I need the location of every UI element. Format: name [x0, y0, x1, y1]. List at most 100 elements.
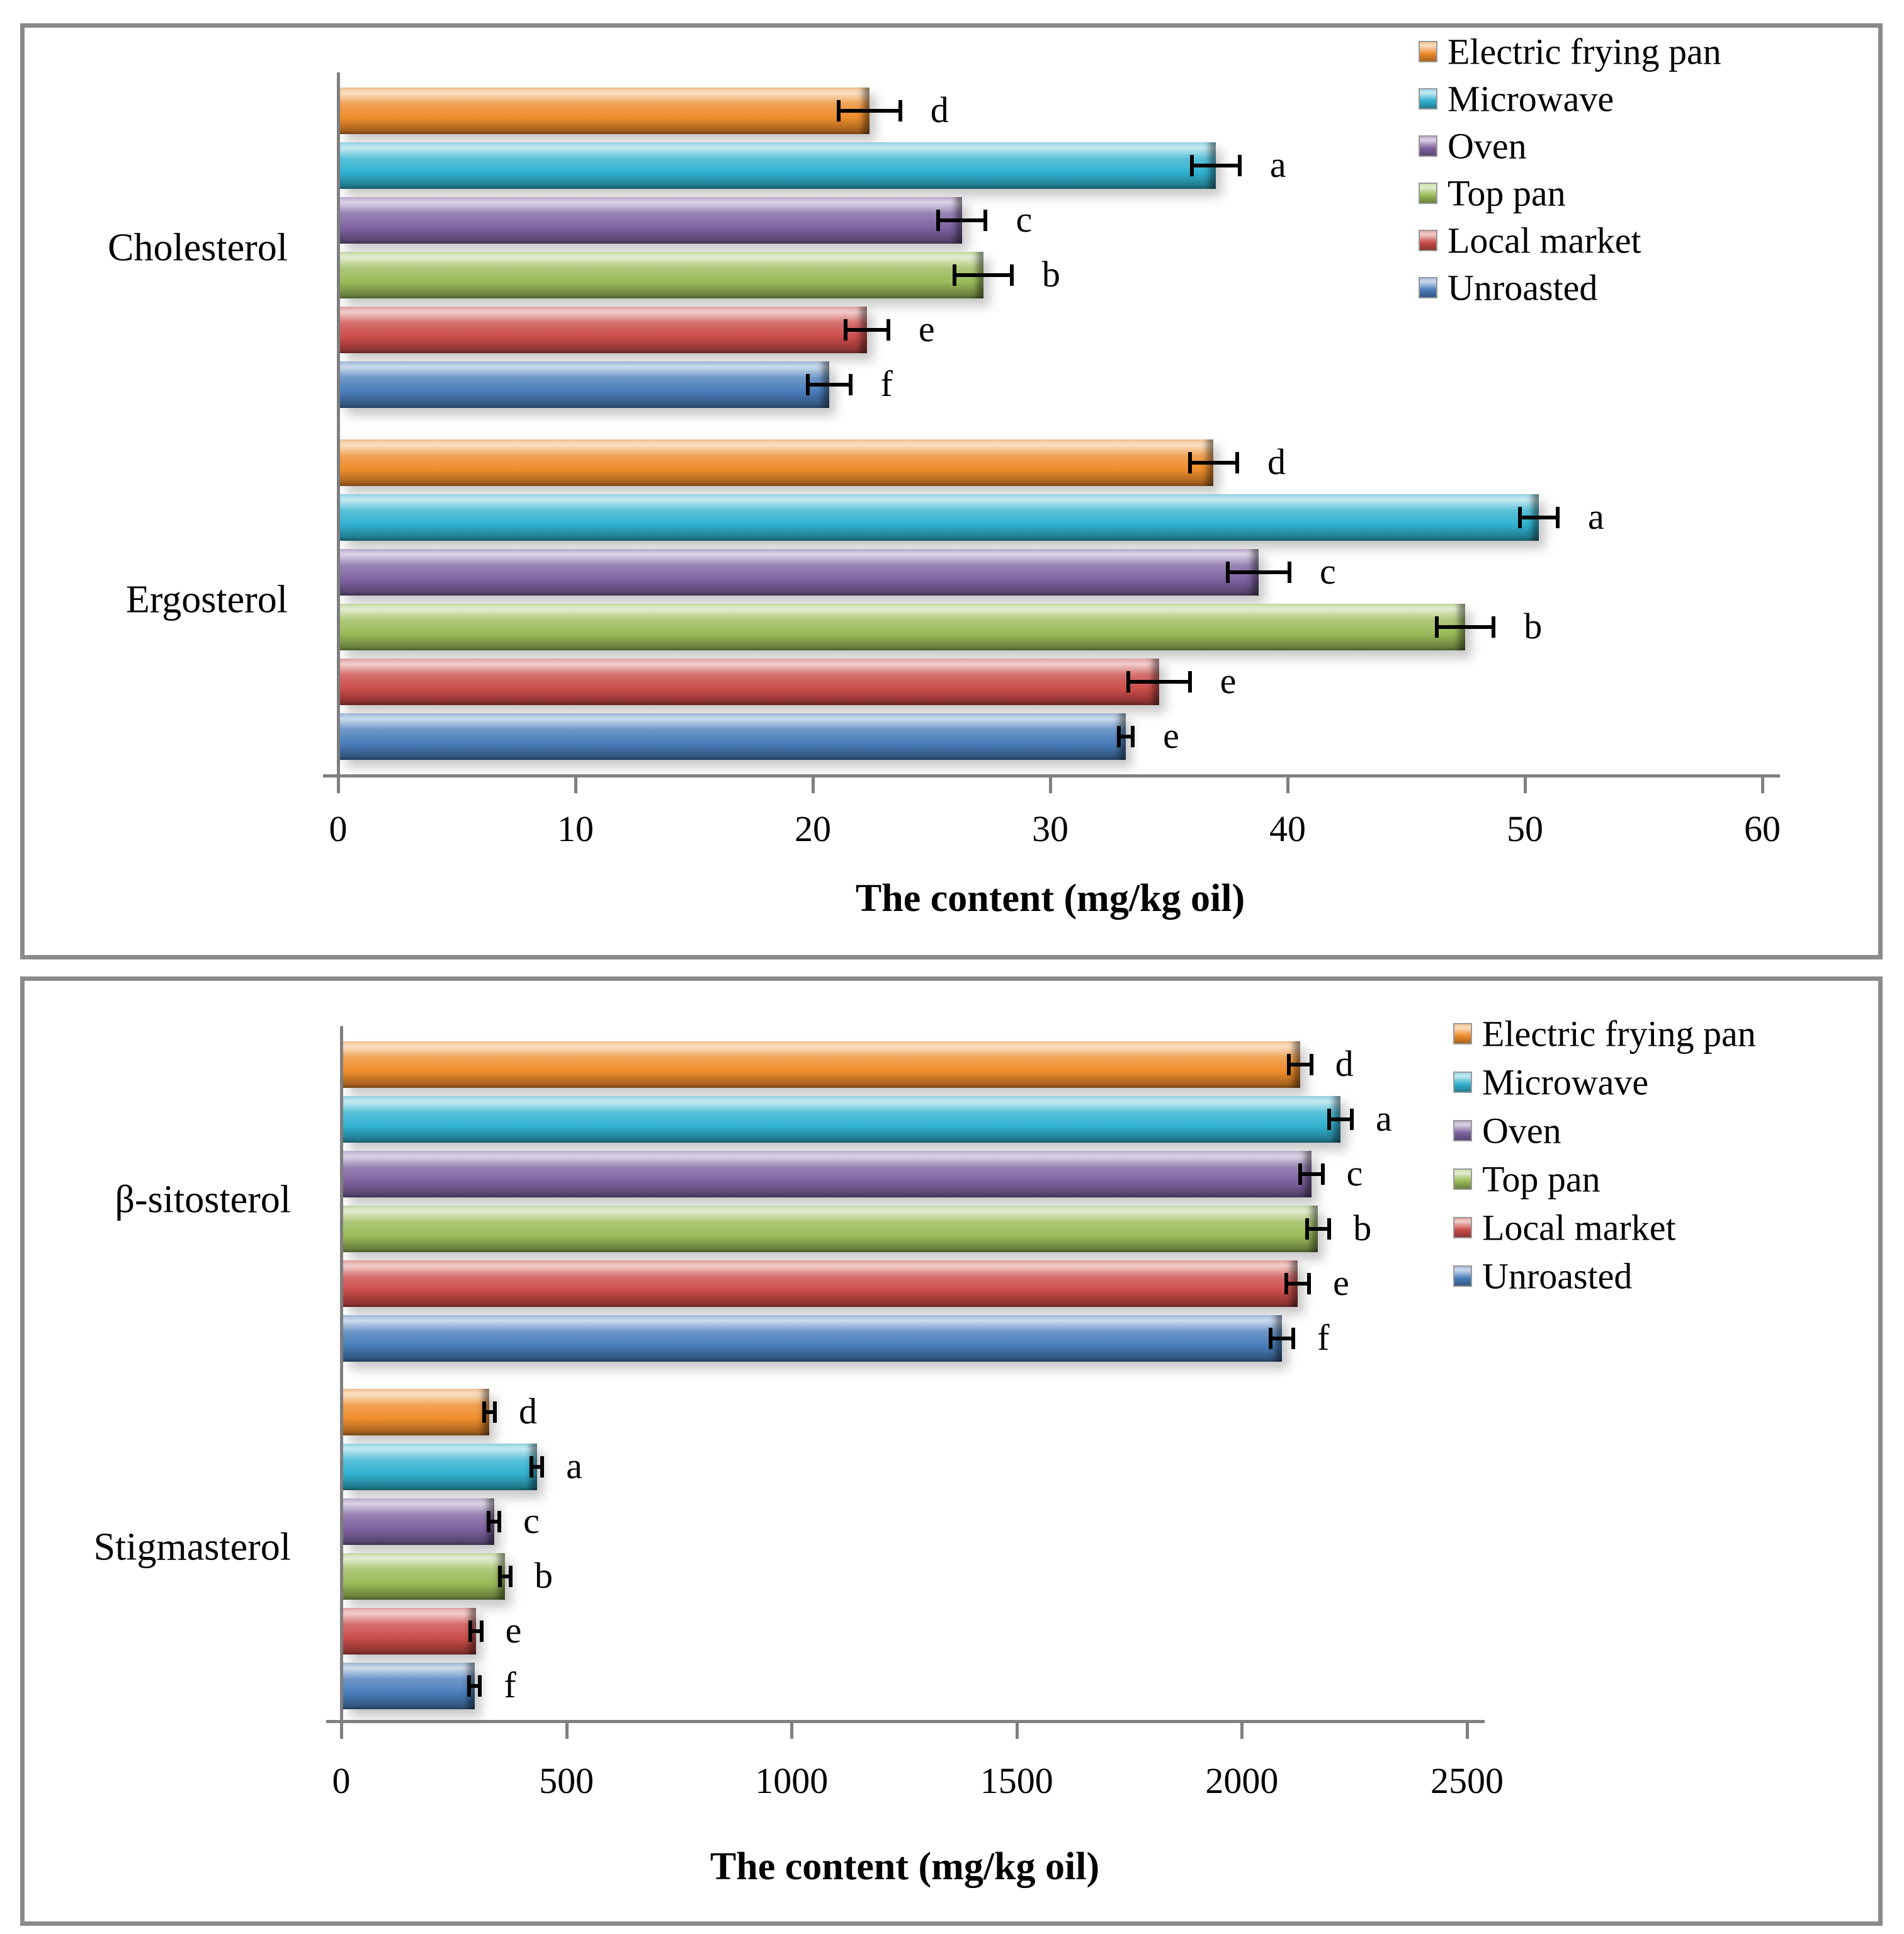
legend-label: Local market [1448, 220, 1641, 261]
y-axis-line [337, 72, 340, 793]
significance-letter: b [1041, 254, 1060, 295]
error-bar [1227, 570, 1289, 574]
error-bar-cap-left [1190, 155, 1194, 176]
bar-ergosterol-local-market [340, 658, 1159, 705]
legend-swatch-microwave [1453, 1072, 1472, 1093]
significance-letter: a [566, 1445, 582, 1487]
error-bar [499, 1575, 511, 1578]
legend-swatch-local-market [1453, 1217, 1472, 1238]
significance-letter: f [504, 1665, 516, 1706]
error-bar [484, 1410, 495, 1414]
x-axis-tick [1524, 776, 1527, 793]
error-bar-cap-right [1320, 1163, 1325, 1185]
significance-letter: c [1346, 1153, 1363, 1194]
error-bar-cap-right [1309, 1054, 1313, 1075]
error-bar-cap-left [1434, 616, 1439, 638]
error-bar-cap-left [497, 1566, 502, 1587]
bar-cholesterol-oven [340, 197, 962, 244]
bar-β-sitosterol-oven [343, 1151, 1312, 1197]
legend-swatch-unroasted [1453, 1265, 1472, 1287]
bar-β-sitosterol-top-pan [343, 1206, 1318, 1252]
error-bar [1118, 734, 1133, 738]
error-bar-cap-right [509, 1566, 513, 1587]
significance-letter: b [1524, 605, 1543, 647]
error-bar-cap-left [1305, 1218, 1309, 1240]
x-axis-tick [337, 776, 340, 793]
x-axis-line [326, 1720, 1485, 1723]
category-label: Stigmasterol [93, 1525, 291, 1569]
bar-stigmasterol-local-market [343, 1608, 476, 1654]
legend-label: Top pan [1482, 1158, 1601, 1200]
error-bar-cap-right [1307, 1273, 1312, 1294]
significance-letter: f [880, 363, 893, 405]
legend-swatch-electric-frying-pan [1419, 41, 1437, 62]
legend-label: Electric frying pan [1448, 31, 1721, 72]
x-axis-tick [1286, 776, 1289, 793]
x-axis-tick-label: 60 [1744, 808, 1781, 849]
significance-letter: e [1163, 715, 1179, 756]
x-axis-tick-label: 2500 [1431, 1760, 1504, 1801]
error-bar-cap-right [478, 1675, 482, 1697]
error-bar-cap-left [1225, 561, 1230, 583]
error-bar [838, 109, 900, 113]
bar-stigmasterol-oven [343, 1498, 494, 1545]
significance-letter: e [918, 308, 935, 350]
y-axis-line [340, 1026, 343, 1739]
legend-label: Microwave [1482, 1061, 1649, 1103]
error-bar [1286, 1282, 1310, 1286]
legend-swatch-oven [1419, 135, 1437, 157]
error-bar-cap-right [1492, 616, 1496, 638]
error-bar [955, 273, 1012, 277]
legend-label: Oven [1448, 125, 1527, 167]
bar-ergosterol-top-pan [340, 603, 1465, 650]
error-bar-cap-right [1291, 1328, 1296, 1349]
x-axis-tick [1015, 1721, 1019, 1739]
error-bar-cap-right [1327, 1218, 1332, 1240]
error-bar [531, 1465, 543, 1469]
x-axis-tick-label: 0 [332, 1760, 351, 1801]
legend-swatch-top-pan [1453, 1168, 1472, 1190]
x-axis-tick [1761, 776, 1764, 793]
significance-letter: e [1220, 660, 1237, 701]
legend-swatch-local-market [1419, 230, 1437, 251]
legend-label: Unroasted [1482, 1255, 1633, 1297]
error-bar [1306, 1227, 1330, 1231]
error-bar-cap-left [1298, 1163, 1302, 1185]
error-bar [846, 328, 888, 332]
bar-ergosterol-microwave [340, 494, 1539, 541]
error-bar-cap-left [1284, 1273, 1289, 1294]
error-bar-cap-left [936, 210, 941, 231]
bar-cholesterol-unroasted [340, 361, 829, 408]
bar-β-sitosterol-microwave [343, 1096, 1341, 1143]
error-bar-cap-right [1350, 1109, 1354, 1130]
legend-label: Oven [1482, 1110, 1561, 1151]
error-bar-cap-left [1269, 1328, 1273, 1349]
x-axis-tick [565, 1721, 569, 1739]
error-bar-cap-left [529, 1456, 533, 1478]
error-bar-cap-right [886, 319, 890, 341]
significance-letter: d [1335, 1043, 1354, 1085]
category-label: Ergosterol [125, 578, 288, 621]
x-axis-tick [1466, 1721, 1469, 1739]
bar-β-sitosterol-electric-frying-pan [343, 1041, 1300, 1088]
x-axis-tick [1049, 776, 1052, 793]
significance-letter: c [1320, 550, 1336, 592]
x-axis-tick-label: 1500 [980, 1760, 1053, 1801]
x-axis-tick-label: 1000 [755, 1760, 829, 1801]
x-axis-tick [1240, 1721, 1244, 1739]
significance-letter: e [505, 1610, 522, 1651]
error-bar [1128, 679, 1190, 684]
error-bar-cap-left [1517, 506, 1522, 528]
significance-letter: a [1588, 495, 1604, 537]
error-bar-cap-right [1288, 561, 1291, 583]
x-axis-tick [790, 1721, 794, 1739]
error-bar-cap-right [983, 210, 988, 231]
error-bar-cap-left [1187, 451, 1192, 473]
legend-swatch-microwave [1419, 88, 1437, 110]
significance-letter: d [930, 89, 949, 131]
x-axis-tick [340, 1721, 343, 1739]
error-bar-cap-left [467, 1675, 472, 1697]
error-bar [1436, 625, 1494, 629]
x-axis-tick [574, 776, 577, 793]
error-bar-cap-right [540, 1456, 545, 1478]
